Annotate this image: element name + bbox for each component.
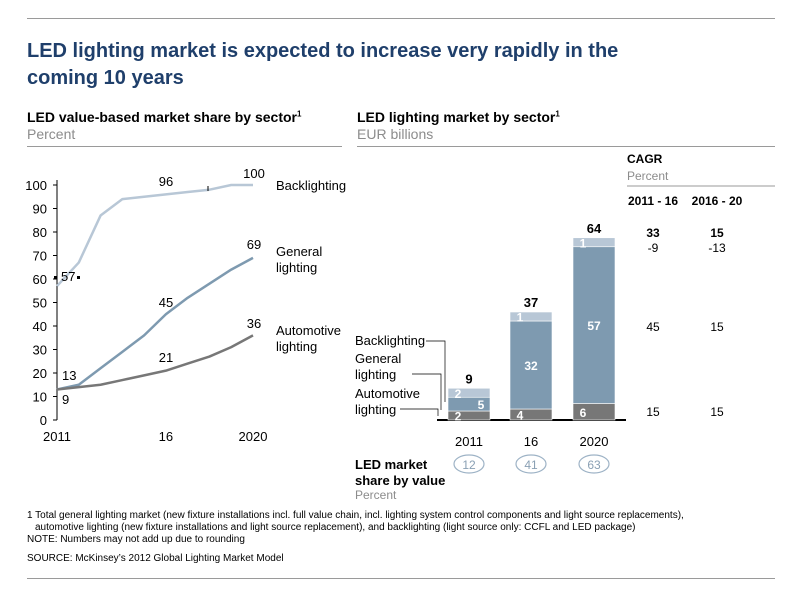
bar-segment-label: 32 bbox=[524, 359, 538, 373]
left-chart-unit: Percent bbox=[27, 126, 76, 142]
left-y-tick-label: 100 bbox=[25, 178, 47, 193]
legend-general-lighting-l1: General bbox=[276, 244, 322, 259]
data-label: 45 bbox=[159, 295, 173, 310]
legend-backlighting: Backlighting bbox=[276, 178, 346, 193]
right-chart-title: LED lighting market by sector1 bbox=[357, 109, 560, 125]
bar-segment-backlighting bbox=[572, 237, 616, 248]
cagr-col-header: 2011 - 16 bbox=[628, 194, 678, 208]
left-header-rule bbox=[27, 146, 342, 147]
market-share-value: 12 bbox=[462, 458, 476, 472]
line-series-automotive-lighting bbox=[56, 334, 254, 391]
data-label-marker bbox=[54, 276, 57, 279]
data-label: 100 bbox=[243, 166, 265, 181]
left-title-footnote-mark: 1 bbox=[297, 109, 302, 119]
left-y-tick-label: 80 bbox=[33, 225, 47, 240]
cagr-automotive-lighting-2011-16: 15 bbox=[646, 405, 660, 419]
market-share-unit: Percent bbox=[355, 488, 397, 502]
bar-segment-label: 1 bbox=[517, 311, 524, 325]
data-label: 21 bbox=[159, 350, 173, 365]
cagr-title: CAGR bbox=[627, 152, 663, 166]
bar-segment-label: 1 bbox=[580, 236, 587, 250]
left-y-tick-label: 0 bbox=[40, 413, 47, 428]
footnote-1-cont: automotive lighting (new fixture install… bbox=[35, 522, 636, 533]
bar-total-label: 37 bbox=[524, 295, 538, 310]
leader-automotive-lighting bbox=[400, 408, 439, 416]
data-label: 9 bbox=[62, 392, 69, 407]
bar-category-label: 2020 bbox=[580, 434, 609, 449]
bottom-rule bbox=[27, 578, 775, 579]
right-chart-unit: EUR billions bbox=[357, 126, 434, 142]
cagr-backlighting-2011-16: -9 bbox=[648, 241, 659, 255]
legend-automotive-lighting-l1: Automotive bbox=[276, 323, 341, 338]
market-share-label-l2: share by value bbox=[355, 473, 445, 488]
cagr-unit: Percent bbox=[627, 169, 669, 183]
market-share-label-l1: LED market bbox=[355, 457, 428, 472]
left-y-tick-label: 30 bbox=[33, 343, 47, 358]
cagr-backlighting-2016-20: -13 bbox=[708, 241, 726, 255]
left-x-tick-label: 16 bbox=[159, 429, 173, 444]
market-share-value: 41 bbox=[524, 458, 538, 472]
cagr-general-lighting-2016-20: 15 bbox=[710, 320, 724, 334]
leader-general-lighting bbox=[412, 373, 442, 410]
data-label: 36 bbox=[247, 316, 261, 331]
market-share-ring bbox=[578, 454, 610, 474]
cagr-total-2016-20: 15 bbox=[710, 226, 724, 240]
bar-legend-automotive-lighting-l2: lighting bbox=[355, 402, 396, 417]
bar-segment-label: 5 bbox=[478, 398, 485, 412]
left-chart-title-text: LED value-based market share by sector bbox=[27, 109, 298, 125]
bar-total-label: 9 bbox=[465, 371, 472, 386]
cagr-col-header: 2016 - 20 bbox=[692, 194, 743, 208]
left-chart-title: LED value-based market share by sector1 bbox=[27, 109, 301, 125]
footnote-1: 1 Total general lighting market (new fix… bbox=[27, 510, 684, 521]
left-y-tick-label: 20 bbox=[33, 366, 47, 381]
bar-category-label: 2011 bbox=[455, 434, 483, 449]
left-x-tick-label: 2011 bbox=[43, 429, 71, 444]
right-title-footnote-mark: 1 bbox=[555, 109, 560, 119]
bar-segment-backlighting bbox=[447, 387, 491, 398]
bar-legend-backlighting: Backlighting bbox=[355, 333, 425, 348]
data-label: 96 bbox=[159, 174, 173, 189]
left-y-tick-label: 10 bbox=[33, 390, 47, 405]
note: NOTE: Numbers may not add up due to roun… bbox=[27, 534, 245, 545]
line-series-backlighting bbox=[56, 183, 253, 287]
page-title: LED lighting market is expected to incre… bbox=[27, 40, 619, 89]
left-y-tick-label: 40 bbox=[33, 319, 47, 334]
legend-general-lighting-l2: lighting bbox=[276, 260, 317, 275]
left-y-tick-label: 70 bbox=[33, 249, 47, 264]
data-label: 13 bbox=[62, 368, 76, 383]
market-share-ring bbox=[453, 454, 485, 474]
bar-legend-general-lighting-l1: General bbox=[355, 351, 401, 366]
left-y-tick-label: 50 bbox=[33, 296, 47, 311]
bar-legend-automotive-lighting-l1: Automotive bbox=[355, 386, 420, 401]
leader-backlighting bbox=[426, 340, 446, 402]
market-share-value: 63 bbox=[587, 458, 601, 472]
left-y-tick-label: 90 bbox=[33, 202, 47, 217]
bar-segment-label: 6 bbox=[580, 406, 587, 420]
market-share-ring bbox=[515, 454, 547, 474]
right-chart-title-text: LED lighting market by sector bbox=[357, 109, 556, 125]
data-label: 69 bbox=[247, 237, 261, 252]
cagr-general-lighting-2011-16: 45 bbox=[646, 320, 660, 334]
legend-automotive-lighting-l2: lighting bbox=[276, 339, 317, 354]
right-header-rule bbox=[357, 146, 775, 147]
top-rule bbox=[27, 18, 775, 19]
left-y-tick-label: 60 bbox=[33, 272, 47, 287]
cagr-automotive-lighting-2016-20: 15 bbox=[710, 405, 724, 419]
bar-segment-label: 2 bbox=[455, 410, 462, 424]
bar-category-label: 16 bbox=[524, 434, 538, 449]
bar-legend-general-lighting-l2: lighting bbox=[355, 367, 396, 382]
source: SOURCE: McKinsey’s 2012 Global Lighting … bbox=[27, 553, 284, 564]
bar-segment-backlighting bbox=[509, 311, 553, 322]
data-label: 57 bbox=[61, 269, 75, 284]
bar-total-label: 64 bbox=[587, 221, 602, 236]
bar-segment-label: 4 bbox=[517, 409, 524, 423]
bar-segment-label: 2 bbox=[455, 387, 462, 401]
data-label-marker bbox=[77, 276, 80, 279]
cagr-total-2011-16: 33 bbox=[646, 226, 660, 240]
left-x-tick-label: 2020 bbox=[239, 429, 268, 444]
bar-segment-label: 57 bbox=[587, 319, 601, 333]
line-series-general-lighting bbox=[56, 256, 254, 391]
